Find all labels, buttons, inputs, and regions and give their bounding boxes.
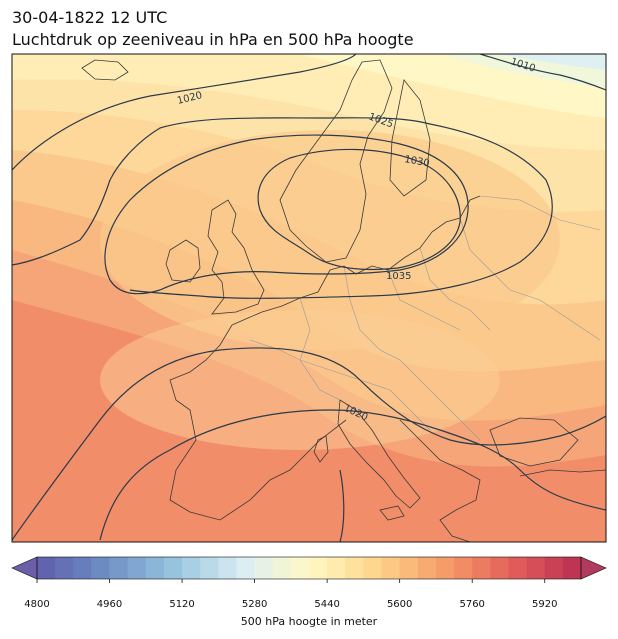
- colorbar-cell: [508, 557, 527, 579]
- country-borders: [249, 195, 601, 441]
- colorbar: 4800 4960 5120 5280 5440 5600 5760 5920 500 hPa…: [11, 556, 607, 628]
- colorbar-tick-label: 5600: [387, 599, 412, 610]
- colorbar-cell: [417, 557, 437, 579]
- isobar-1020-south: [12, 347, 606, 541]
- colorbar-label: 500 hPa hoogte in meter: [241, 615, 378, 628]
- ridge-south: [100, 310, 500, 450]
- colorbar-cell: [218, 557, 237, 579]
- colorbar-cell: [309, 557, 328, 579]
- colorbar-cell: [562, 557, 582, 579]
- colorbar-cell: [544, 557, 564, 579]
- isobar-1010: [479, 54, 606, 91]
- colorbar-cell: [272, 557, 292, 579]
- isobar-1025: [12, 117, 553, 299]
- colorbar-tick-label: 5440: [314, 599, 339, 610]
- colorbar-cell: [236, 557, 255, 579]
- colorbar-cell: [182, 557, 201, 579]
- coastlines: [81, 59, 606, 542]
- colorbar-cell: [55, 557, 74, 579]
- colorbar-cell: [363, 557, 382, 579]
- colorbar-cell: [109, 557, 129, 579]
- colorbar-cell: [127, 557, 147, 579]
- colorbar-cell: [472, 557, 491, 579]
- colorbar-cell: [526, 557, 546, 579]
- colorbar-cell: [254, 557, 274, 579]
- colorbar-tick-label: 5920: [532, 599, 557, 610]
- map-datetime: 30-04-1822 12 UTC: [12, 8, 168, 27]
- height-band-5400: [500, 54, 606, 70]
- colorbar-cell: [200, 557, 219, 579]
- isobar-label-1035: 1035: [386, 271, 411, 282]
- colorbar-extend-high: [580, 556, 607, 580]
- colorbar-cell: [163, 557, 183, 579]
- colorbar-cell: [454, 557, 473, 579]
- colorbar-tick-label: 4800: [24, 599, 49, 610]
- isobar-lower: [339, 469, 345, 542]
- colorbar-cell: [37, 557, 56, 579]
- colorbar-cell: [327, 557, 346, 579]
- isobar-1035: [257, 148, 461, 271]
- colorbar-tick-label: 4960: [97, 599, 122, 610]
- isobars: [12, 54, 606, 542]
- isobar-1025-south: [99, 409, 606, 541]
- colorbar-cell: [490, 557, 509, 579]
- isobar-1030: [104, 134, 469, 295]
- isobar-label-1030: 1030: [403, 154, 430, 169]
- colorbar-cell: [73, 557, 92, 579]
- colorbar-tick-label: 5120: [169, 599, 194, 610]
- map-frame: [11, 53, 607, 543]
- colorbar-cell: [381, 557, 401, 579]
- colorbar-cell: [145, 557, 165, 579]
- colorbar-cell: [290, 557, 310, 579]
- map-subtitle: Luchtdruk op zeeniveau in hPa en 500 hPa…: [12, 30, 414, 49]
- colorbar-cell: [345, 557, 364, 579]
- colorbar-cell: [91, 557, 110, 579]
- colorbar-cell: [435, 557, 455, 579]
- colorbar-extend-low: [11, 556, 38, 580]
- colorbar-tick-label: 5280: [242, 599, 267, 610]
- colorbar-cell: [399, 557, 419, 579]
- isobar-1020: [12, 54, 357, 171]
- colorbar-tick-label: 5760: [459, 599, 484, 610]
- colorbar-frame: [36, 556, 582, 580]
